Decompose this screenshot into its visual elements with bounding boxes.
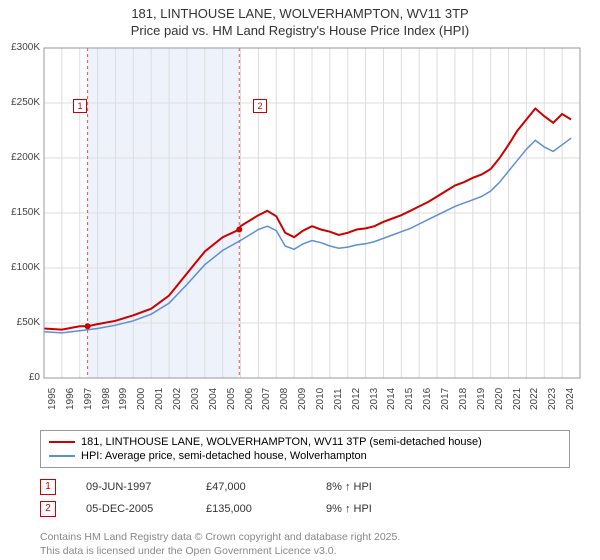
x-tick-label: 2003 — [190, 388, 201, 410]
x-tick-label: 2019 — [476, 388, 487, 410]
x-tick-label: 2005 — [226, 388, 237, 410]
legend-row-1: 181, LINTHOUSE LANE, WOLVERHAMPTON, WV11… — [49, 435, 561, 449]
sale-row-2: 2 05-DEC-2005 £135,000 9% ↑ HPI — [40, 498, 570, 520]
legend-label-1: 181, LINTHOUSE LANE, WOLVERHAMPTON, WV11… — [81, 436, 482, 448]
sale-marker-2: 2 — [40, 501, 56, 517]
sale-row-1: 1 09-JUN-1997 £47,000 8% ↑ HPI — [40, 476, 570, 498]
copyright: Contains HM Land Registry data © Crown c… — [40, 530, 570, 558]
sale-delta-1: 8% ↑ HPI — [326, 481, 416, 493]
y-tick-label: £150K — [0, 207, 40, 218]
x-tick-label: 2011 — [333, 388, 344, 410]
sales-table: 1 09-JUN-1997 £47,000 8% ↑ HPI 2 05-DEC-… — [40, 476, 570, 520]
x-tick-label: 2002 — [172, 388, 183, 410]
x-tick-label: 2017 — [440, 388, 451, 410]
x-tick-label: 1999 — [118, 388, 129, 410]
chart-marker-1: 1 — [73, 99, 87, 113]
title-line1: 181, LINTHOUSE LANE, WOLVERHAMPTON, WV11… — [10, 6, 590, 23]
x-tick-label: 2000 — [136, 388, 147, 410]
x-tick-label: 2018 — [458, 388, 469, 410]
x-tick-label: 2004 — [208, 388, 219, 410]
y-tick-label: £250K — [0, 97, 40, 108]
sale-price-1: £47,000 — [206, 481, 296, 493]
x-tick-label: 2008 — [279, 388, 290, 410]
x-tick-label: 1995 — [47, 388, 58, 410]
x-tick-label: 2024 — [565, 388, 576, 410]
x-tick-label: 2006 — [244, 388, 255, 410]
copyright-line1: Contains HM Land Registry data © Crown c… — [40, 530, 570, 544]
title-line2: Price paid vs. HM Land Registry's House … — [10, 23, 590, 40]
x-tick-label: 2013 — [369, 388, 380, 410]
x-tick-label: 2012 — [351, 388, 362, 410]
y-tick-label: £50K — [0, 317, 40, 328]
x-tick-label: 2007 — [261, 388, 272, 410]
chart-area: £0 £50K £100K £150K £200K £250K £300K 1995 1996 1… — [0, 44, 600, 424]
sale-date-2: 05-DEC-2005 — [86, 503, 176, 515]
chart-title: 181, LINTHOUSE LANE, WOLVERHAMPTON, WV11… — [0, 0, 600, 44]
x-tick-label: 2010 — [315, 388, 326, 410]
y-tick-label: £200K — [0, 152, 40, 163]
legend-swatch-1 — [49, 441, 75, 443]
x-tick-label: 1997 — [83, 388, 94, 410]
legend-swatch-2 — [49, 455, 75, 457]
y-tick-label: £0 — [0, 372, 40, 383]
sale-delta-2: 9% ↑ HPI — [326, 503, 416, 515]
chart-marker-2: 2 — [253, 99, 267, 113]
x-tick-label: 2009 — [297, 388, 308, 410]
legend-row-2: HPI: Average price, semi-detached house,… — [49, 449, 561, 463]
sale-marker-1: 1 — [40, 479, 56, 495]
y-tick-label: £100K — [0, 262, 40, 273]
x-tick-label: 2014 — [386, 388, 397, 410]
sale-date-1: 09-JUN-1997 — [86, 481, 176, 493]
line-chart-svg — [0, 44, 600, 424]
x-tick-label: 2001 — [154, 388, 165, 410]
legend: 181, LINTHOUSE LANE, WOLVERHAMPTON, WV11… — [40, 430, 570, 468]
y-tick-label: £300K — [0, 42, 40, 53]
sale-price-2: £135,000 — [206, 503, 296, 515]
x-tick-label: 2015 — [404, 388, 415, 410]
x-tick-label: 2022 — [529, 388, 540, 410]
x-tick-label: 2016 — [422, 388, 433, 410]
copyright-line2: This data is licensed under the Open Gov… — [40, 544, 570, 558]
x-tick-label: 1996 — [65, 388, 76, 410]
legend-label-2: HPI: Average price, semi-detached house,… — [81, 450, 367, 462]
x-tick-label: 2020 — [494, 388, 505, 410]
x-tick-label: 2023 — [547, 388, 558, 410]
x-tick-label: 1998 — [101, 388, 112, 410]
x-tick-label: 2021 — [512, 388, 523, 410]
